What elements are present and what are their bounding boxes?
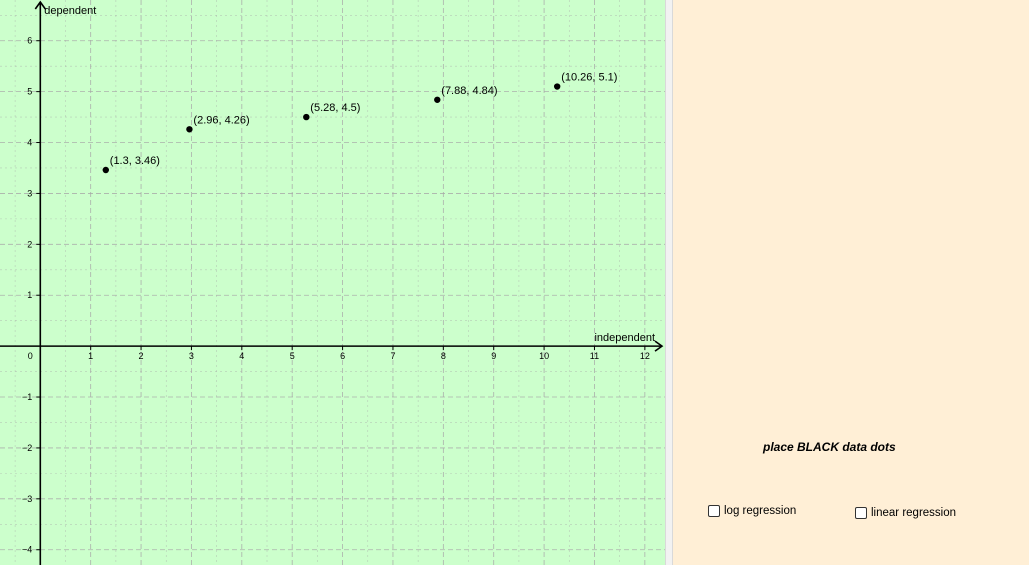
x-tick-label: 0 [28,351,33,361]
data-point[interactable] [186,126,193,133]
y-axis-title: dependent [44,5,96,17]
x-tick-label: 10 [539,351,549,361]
y-tick-label: 1 [27,290,32,300]
y-tick-label: 5 [27,87,32,97]
y-tick-label: −3 [22,494,32,504]
x-tick-label: 7 [390,351,395,361]
graphics-view[interactable]: 0 1 2 3 4 5 6 7 8 9 10 11 12 −4 −3 −2 −1 1 2 3 4 5 6 independen… [0,0,665,565]
y-tick-label: 3 [27,188,32,198]
x-tick-label: 2 [139,351,144,361]
linear-regression-checkbox-box[interactable] [855,507,867,519]
x-tick-label: 3 [189,351,194,361]
x-tick-label: 12 [640,351,650,361]
data-point[interactable] [303,113,310,121]
scatter-plot[interactable]: 0 1 2 3 4 5 6 7 8 9 10 11 12−4−3−2−1123456independen… [0,0,665,565]
y-tick-label: −2 [22,443,32,453]
data-point-label: (2.96, 4.26) [193,114,249,126]
linear-regression-checkbox[interactable]: linear regression [855,507,956,519]
x-tick-label: 4 [239,351,244,361]
data-point-label: (5.28, 4.5) [310,102,360,114]
log-regression-checkbox-box[interactable] [708,505,720,517]
data-point-label: (1.3, 3.46) [110,155,160,167]
data-point-label: (10.26, 5.1) [561,72,617,84]
instruction-text: place BLACK data dots [763,440,896,454]
data-point[interactable] [102,166,109,174]
x-axis-title: independent [594,332,655,344]
y-tick-label: −4 [22,545,32,555]
y-tick-label: 6 [27,36,32,46]
data-point-label: (7.88, 4.84) [441,85,497,97]
y-tick-label: 2 [27,239,32,249]
log-regression-label: log regression [724,505,797,517]
y-axis-arrow [34,0,46,10]
x-axis-arrow [654,340,664,352]
data-point[interactable] [553,83,561,90]
y-tick-label: 4 [27,138,32,148]
data-point[interactable] [434,96,441,103]
linear-regression-label: linear regression [871,507,957,519]
log-regression-checkbox[interactable]: log regression [708,505,796,517]
panel-divider[interactable] [665,0,673,565]
x-tick-label: 6 [340,351,345,361]
x-tick-label: 1 [88,351,93,361]
x-tick-label: 9 [491,351,496,361]
side-panel: place BLACK data dots log regression lin… [673,0,1029,565]
x-tick-label: 5 [290,351,295,361]
y-tick-label: −1 [22,392,32,402]
x-tick-label: 11 [590,351,599,361]
x-tick-label: 8 [441,351,446,361]
